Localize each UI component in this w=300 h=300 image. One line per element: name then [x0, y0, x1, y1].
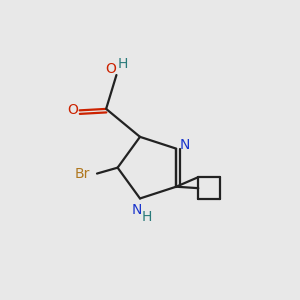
Text: O: O — [67, 103, 78, 117]
Text: N: N — [132, 203, 142, 217]
Text: N: N — [179, 138, 190, 152]
Text: H: H — [141, 210, 152, 224]
Text: O: O — [106, 61, 117, 76]
Text: H: H — [118, 57, 128, 71]
Text: Br: Br — [75, 167, 90, 181]
